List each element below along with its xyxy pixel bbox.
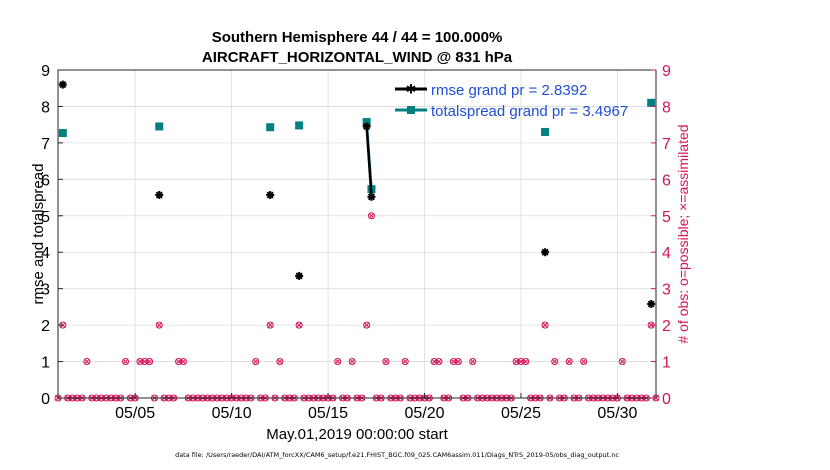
y-right-tick-label-1: 1 <box>662 355 671 372</box>
obs-marker-68 <box>382 358 390 366</box>
obs-marker-26 <box>179 358 187 366</box>
chart-title-line-2: AIRCRAFT_HORIZONTAL_WIND @ 831 hPa <box>202 49 513 66</box>
y-left-tick-label-1: 1 <box>41 355 50 372</box>
grid <box>58 69 656 399</box>
totalspread-point-7 <box>647 98 656 107</box>
obs-marker-106 <box>565 358 573 366</box>
y-left-tick-label-6: 6 <box>41 172 50 189</box>
data-file-footer: data file: /Users/raeder/DAI/ATM_forcXX/… <box>175 451 619 459</box>
obs-marker-72 <box>401 358 409 366</box>
x-tick-label-3: 05/20 <box>404 405 444 422</box>
rmse-point-4 <box>362 122 371 131</box>
obs-marker-96 <box>517 358 525 366</box>
rmse-point-5 <box>367 192 376 201</box>
obs-marker-103 <box>551 358 559 366</box>
rmse-line-segment-0 <box>365 126 373 197</box>
plot-frame <box>57 69 657 399</box>
obs-marker-14 <box>122 358 130 366</box>
rmse-point-6 <box>541 248 550 257</box>
obs-marker-6 <box>83 358 91 366</box>
totalspread-point-1 <box>155 122 164 131</box>
y-left-tick-label-9: 9 <box>41 63 50 80</box>
totalspread-point-2 <box>266 123 275 132</box>
x-tick-label-4: 05/25 <box>501 405 541 422</box>
y-right-tick-label-9: 9 <box>662 63 671 80</box>
obs-marker-18 <box>141 358 149 366</box>
x-tick-label-5: 05/30 <box>597 405 637 422</box>
obs-marker-44 <box>266 321 274 329</box>
y-left-tick-label-5: 5 <box>41 209 50 226</box>
totalspread-point-6 <box>541 127 550 136</box>
chart-title-line-1: Southern Hemisphere 44 / 44 = 100.000% <box>212 29 503 46</box>
x-tick-label-2: 05/15 <box>308 405 348 422</box>
obs-marker-65 <box>367 212 375 220</box>
y-axis-left-label: rmse and totalspread <box>30 164 47 305</box>
y-axis-left-ticks: 0 1 2 3 4 5 6 7 8 9 <box>41 63 63 408</box>
rmse-point-2 <box>266 191 275 200</box>
legend: ✱ rmse grand pr = 2.8392 totalspread gra… <box>395 82 628 120</box>
y-right-tick-label-2: 2 <box>662 318 671 335</box>
series-layer <box>58 80 656 308</box>
y-right-tick-label-8: 8 <box>662 99 671 116</box>
obs-marker-97 <box>522 358 530 366</box>
obs-marker-61 <box>348 358 356 366</box>
rmse-point-1 <box>155 191 164 200</box>
y-axis-right-ticks: 0 1 2 3 4 5 6 7 8 9 <box>651 63 671 408</box>
obs-marker-117 <box>618 358 626 366</box>
legend-totalspread-marker <box>407 106 415 114</box>
rmse-point-0 <box>58 80 67 89</box>
obs-marker-79 <box>435 358 443 366</box>
x-axis-ticks: 05/05 05/10 05/15 05/20 05/25 05/30 <box>115 393 638 422</box>
obs-marker-19 <box>146 358 154 366</box>
y-right-tick-label-6: 6 <box>662 172 671 189</box>
x-tick-label-0: 05/05 <box>115 405 155 422</box>
obs-marker-82 <box>449 358 457 366</box>
obs-marker-21 <box>155 321 163 329</box>
rmse-point-3 <box>295 271 304 280</box>
x-tick-label-1: 05/10 <box>212 405 252 422</box>
obs-marker-50 <box>295 321 303 329</box>
rmse-point-7 <box>647 299 656 308</box>
obs-marker-83 <box>454 358 462 366</box>
obs-marker-25 <box>175 358 183 366</box>
legend-totalspread-label: totalspread grand pr = 3.4967 <box>431 103 628 120</box>
y-left-tick-label-0: 0 <box>41 391 50 408</box>
y-right-tick-label-5: 5 <box>662 209 671 226</box>
obs-marker-95 <box>512 358 520 366</box>
y-right-tick-label-7: 7 <box>662 136 671 153</box>
obs-marker-101 <box>541 321 549 329</box>
y-left-tick-label-3: 3 <box>41 282 50 299</box>
totalspread-point-4 <box>362 118 371 127</box>
y-right-tick-label-4: 4 <box>662 245 671 262</box>
y-right-tick-label-3: 3 <box>662 282 671 299</box>
obs-marker-41 <box>252 358 260 366</box>
obs-marker-86 <box>469 358 477 366</box>
legend-rmse-marker: ✱ <box>406 83 417 98</box>
totalspread-point-3 <box>295 121 304 130</box>
y-left-tick-label-2: 2 <box>41 318 50 335</box>
y-left-tick-label-4: 4 <box>41 245 50 262</box>
obs-marker-64 <box>363 321 371 329</box>
obs-marker-78 <box>430 358 438 366</box>
y-left-tick-label-8: 8 <box>41 99 50 116</box>
legend-rmse-label: rmse grand pr = 2.8392 <box>431 82 587 99</box>
y-axis-right-label: # of obs: o=possible; ×=assimilated <box>675 124 691 343</box>
y-left-tick-label-7: 7 <box>41 136 50 153</box>
obs-marker-58 <box>334 358 342 366</box>
obs-marker-46 <box>276 358 284 366</box>
obs-marker-109 <box>580 358 588 366</box>
totalspread-point-0 <box>58 129 67 138</box>
y-right-tick-label-0: 0 <box>662 391 671 408</box>
obs-marker-17 <box>136 358 144 366</box>
x-axis-label: May.01,2019 00:00:00 start <box>266 426 448 443</box>
